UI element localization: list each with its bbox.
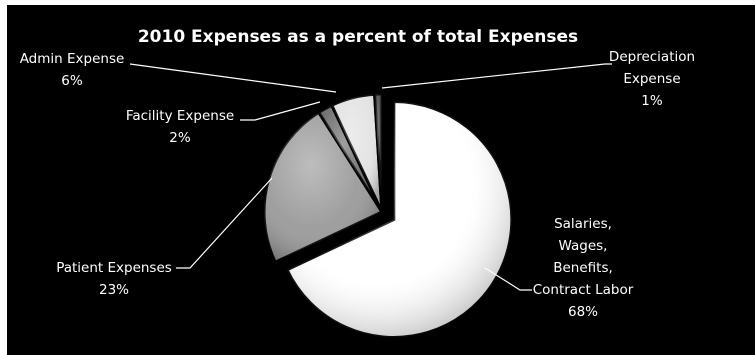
label-salaries-percent: 68% [568, 304, 598, 320]
leader-line-admin-expense [129, 63, 337, 93]
label-patient-expenses-line-1: Patient Expenses [56, 260, 172, 276]
slice-salaries-shading [287, 101, 512, 338]
slice-labels: Salaries, Wages, Benefits, Contract Labor 68… [20, 49, 695, 320]
label-admin-expense-percent: 6% [61, 73, 83, 89]
label-depreciation-expense-line-2: Expense [623, 71, 680, 87]
chart-title: 2010 Expenses as a percent of total Expe… [138, 27, 578, 47]
leader-line-depreciation-expense [381, 63, 612, 89]
label-facility-expense-line-1: Facility Expense [126, 108, 234, 124]
label-depreciation-expense-percent: 1% [641, 93, 663, 109]
leader-line-salaries [484, 267, 532, 291]
label-salaries-line-2: Wages, [559, 238, 608, 254]
leader-line-facility-expense [240, 101, 321, 121]
label-salaries-line-1: Salaries, [554, 216, 612, 232]
label-admin-expense-line-1: Admin Expense [20, 51, 125, 67]
leader-line-patient-expenses [176, 177, 273, 269]
label-patient-expenses-percent: 23% [99, 282, 129, 298]
slice-depreciation-expense-shading [374, 93, 382, 212]
pie-slices [262, 92, 514, 339]
label-facility-expense-percent: 2% [169, 130, 191, 146]
slice-facility-expense-shading [318, 105, 382, 212]
label-salaries-line-4: Contract Labor [533, 282, 634, 298]
slice-admin-expense-shading [331, 94, 382, 212]
label-depreciation-expense-line-1: Depreciation [609, 49, 695, 65]
label-salaries-line-3: Benefits, [553, 260, 613, 276]
slice-patient-expenses-shading [264, 112, 382, 263]
leader-lines [129, 63, 612, 291]
